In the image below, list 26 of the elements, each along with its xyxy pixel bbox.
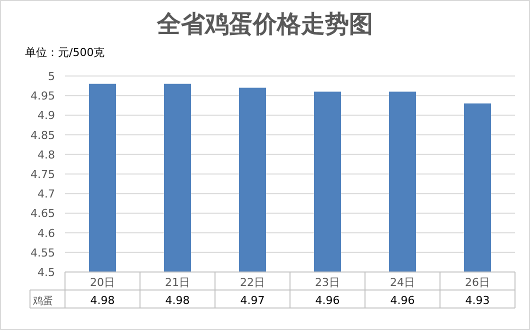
y-tick-label: 4.7 <box>38 188 55 201</box>
data-label: 4.96 <box>390 294 415 307</box>
chart-title: 全省鸡蛋价格走势图 <box>156 10 373 38</box>
x-tick-label: 24日 <box>390 276 415 289</box>
y-tick-label: 4.75 <box>30 168 55 181</box>
y-tick-label: 4.65 <box>30 207 55 220</box>
y-tick-label: 4.9 <box>38 109 55 122</box>
data-label: 4.98 <box>165 294 190 307</box>
x-tick-label: 23日 <box>315 276 340 289</box>
y-tick-label: 4.85 <box>30 128 55 142</box>
y-tick-label: 4.55 <box>30 246 55 260</box>
y-tick-label: 4.6 <box>38 226 55 240</box>
data-label: 4.96 <box>315 294 340 307</box>
y-tick-label: 5 <box>48 70 55 83</box>
x-tick-label: 22日 <box>240 276 265 289</box>
y-tick-label: 4.5 <box>38 266 55 279</box>
data-label: 4.93 <box>465 294 490 307</box>
data-label: 4.97 <box>240 294 265 307</box>
x-tick-label: 21日 <box>165 276 190 289</box>
data-label: 4.98 <box>90 294 115 307</box>
y-axis-title: 单位：元/500克 <box>25 46 105 59</box>
y-tick-label: 4.95 <box>30 90 55 103</box>
x-tick-label: 20日 <box>90 276 115 289</box>
x-tick-label: 26日 <box>465 276 490 289</box>
y-tick-label: 4.8 <box>38 148 55 162</box>
text: 鸡蛋 <box>32 295 53 307</box>
